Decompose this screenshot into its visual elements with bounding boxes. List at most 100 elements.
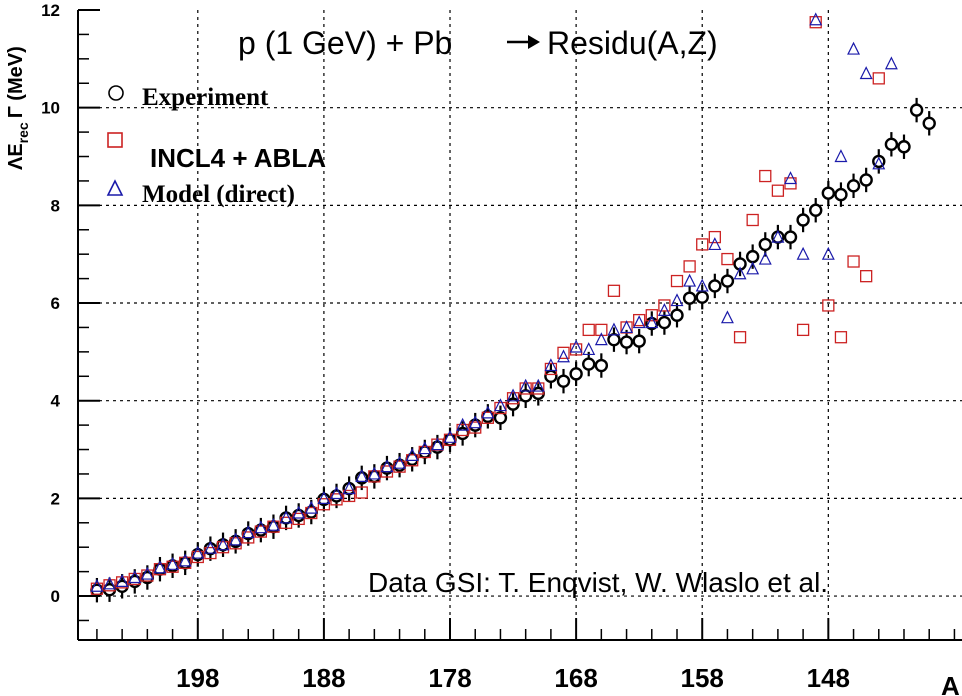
point-model	[166, 556, 180, 570]
point-incl4	[872, 72, 885, 85]
point-incl4	[746, 213, 759, 227]
point-experiment	[821, 186, 836, 200]
point-model	[140, 566, 154, 580]
point-model	[607, 322, 621, 336]
legend-triangle-icon	[106, 179, 124, 196]
point-model	[367, 466, 381, 480]
chart-title: p (1 GeV) + Pb	[238, 25, 452, 61]
data-source-note: Data GSI: T. Enqvist, W. Wlaslo et al.	[368, 567, 828, 598]
x-tick-label: 178	[428, 663, 471, 693]
point-experiment	[884, 137, 899, 152]
point-model	[229, 532, 243, 546]
point-experiment	[594, 358, 609, 373]
point-model	[216, 537, 230, 551]
point-experiment	[582, 357, 596, 371]
point-experiment	[569, 367, 583, 381]
point-experiment	[783, 230, 798, 244]
point-model	[342, 481, 356, 495]
point-experiment	[418, 445, 432, 459]
point-incl4	[355, 486, 368, 499]
point-model	[582, 342, 596, 356]
point-incl4	[708, 230, 721, 244]
point-model	[884, 56, 898, 70]
point-incl4	[544, 362, 558, 376]
point-model	[720, 310, 734, 324]
point-experiment	[632, 334, 646, 348]
point-incl4	[645, 309, 658, 322]
point-model	[859, 66, 873, 80]
legend: Experiment INCL4 + ABLA Model (direct)	[106, 84, 326, 208]
point-incl4	[557, 346, 570, 359]
plot-frame	[77, 10, 962, 641]
point-model	[544, 358, 558, 372]
point-model	[809, 12, 823, 26]
title-arrow-icon	[507, 35, 540, 49]
point-experiment	[758, 237, 772, 252]
y-tick-label: 2	[51, 489, 60, 508]
point-incl4	[443, 433, 457, 446]
y-tick-label: 8	[51, 196, 60, 215]
point-model	[103, 576, 116, 590]
point-incl4	[822, 299, 835, 312]
point-experiment	[607, 332, 621, 347]
point-model	[128, 570, 142, 584]
point-incl4	[128, 572, 141, 586]
point-incl4	[809, 16, 822, 29]
point-incl4	[166, 560, 179, 573]
point-model	[330, 486, 343, 500]
point-experiment	[708, 279, 722, 293]
point-incl4	[103, 579, 116, 592]
point-incl4	[759, 169, 772, 183]
x-tick-label: 198	[176, 663, 219, 693]
point-incl4	[595, 323, 608, 337]
point-incl4	[771, 184, 785, 197]
point-model	[695, 278, 709, 292]
svg-text:ΛErecΓ (MeV): ΛErec Γ (MeV)	[5, 46, 31, 170]
point-incl4	[733, 331, 747, 344]
point-incl4	[153, 563, 167, 576]
point-experiment	[493, 411, 508, 425]
point-model	[418, 441, 432, 455]
point-incl4	[532, 382, 545, 395]
grid-lines	[78, 10, 962, 640]
point-incl4	[658, 299, 671, 312]
point-model	[657, 303, 671, 316]
point-experiment	[909, 103, 924, 117]
point-incl4	[582, 323, 595, 337]
point-incl4	[368, 470, 381, 483]
point-experiment	[809, 203, 823, 217]
point-model	[380, 459, 394, 473]
point-model	[203, 540, 217, 554]
point-incl4	[317, 498, 331, 511]
point-incl4	[90, 582, 104, 595]
legend-experiment: Experiment	[142, 84, 269, 111]
point-model	[557, 349, 570, 363]
y-axis-title-sub: rec	[15, 122, 31, 143]
y-axis-title-main: ΛE	[5, 143, 27, 170]
point-model	[241, 525, 255, 539]
point-experiment	[518, 389, 533, 403]
series-0	[90, 97, 936, 603]
point-incl4	[179, 556, 192, 569]
point-experiment	[720, 274, 735, 288]
point-model	[670, 293, 684, 307]
point-model	[405, 448, 419, 461]
point-incl4	[834, 331, 848, 344]
point-model	[531, 378, 545, 392]
point-model	[632, 315, 646, 329]
legend-circle-icon	[108, 85, 124, 101]
point-model	[506, 388, 520, 402]
point-experiment	[682, 291, 697, 305]
legend-square-icon	[107, 132, 123, 148]
point-model	[443, 429, 457, 443]
y-tick-label: 6	[51, 294, 60, 313]
point-model	[279, 510, 293, 524]
point-experiment	[342, 481, 356, 496]
point-model	[254, 520, 268, 534]
point-model	[266, 517, 280, 531]
point-incl4	[796, 323, 810, 337]
point-model	[304, 500, 318, 514]
point-incl4	[607, 284, 621, 297]
point-experiment	[556, 374, 571, 388]
